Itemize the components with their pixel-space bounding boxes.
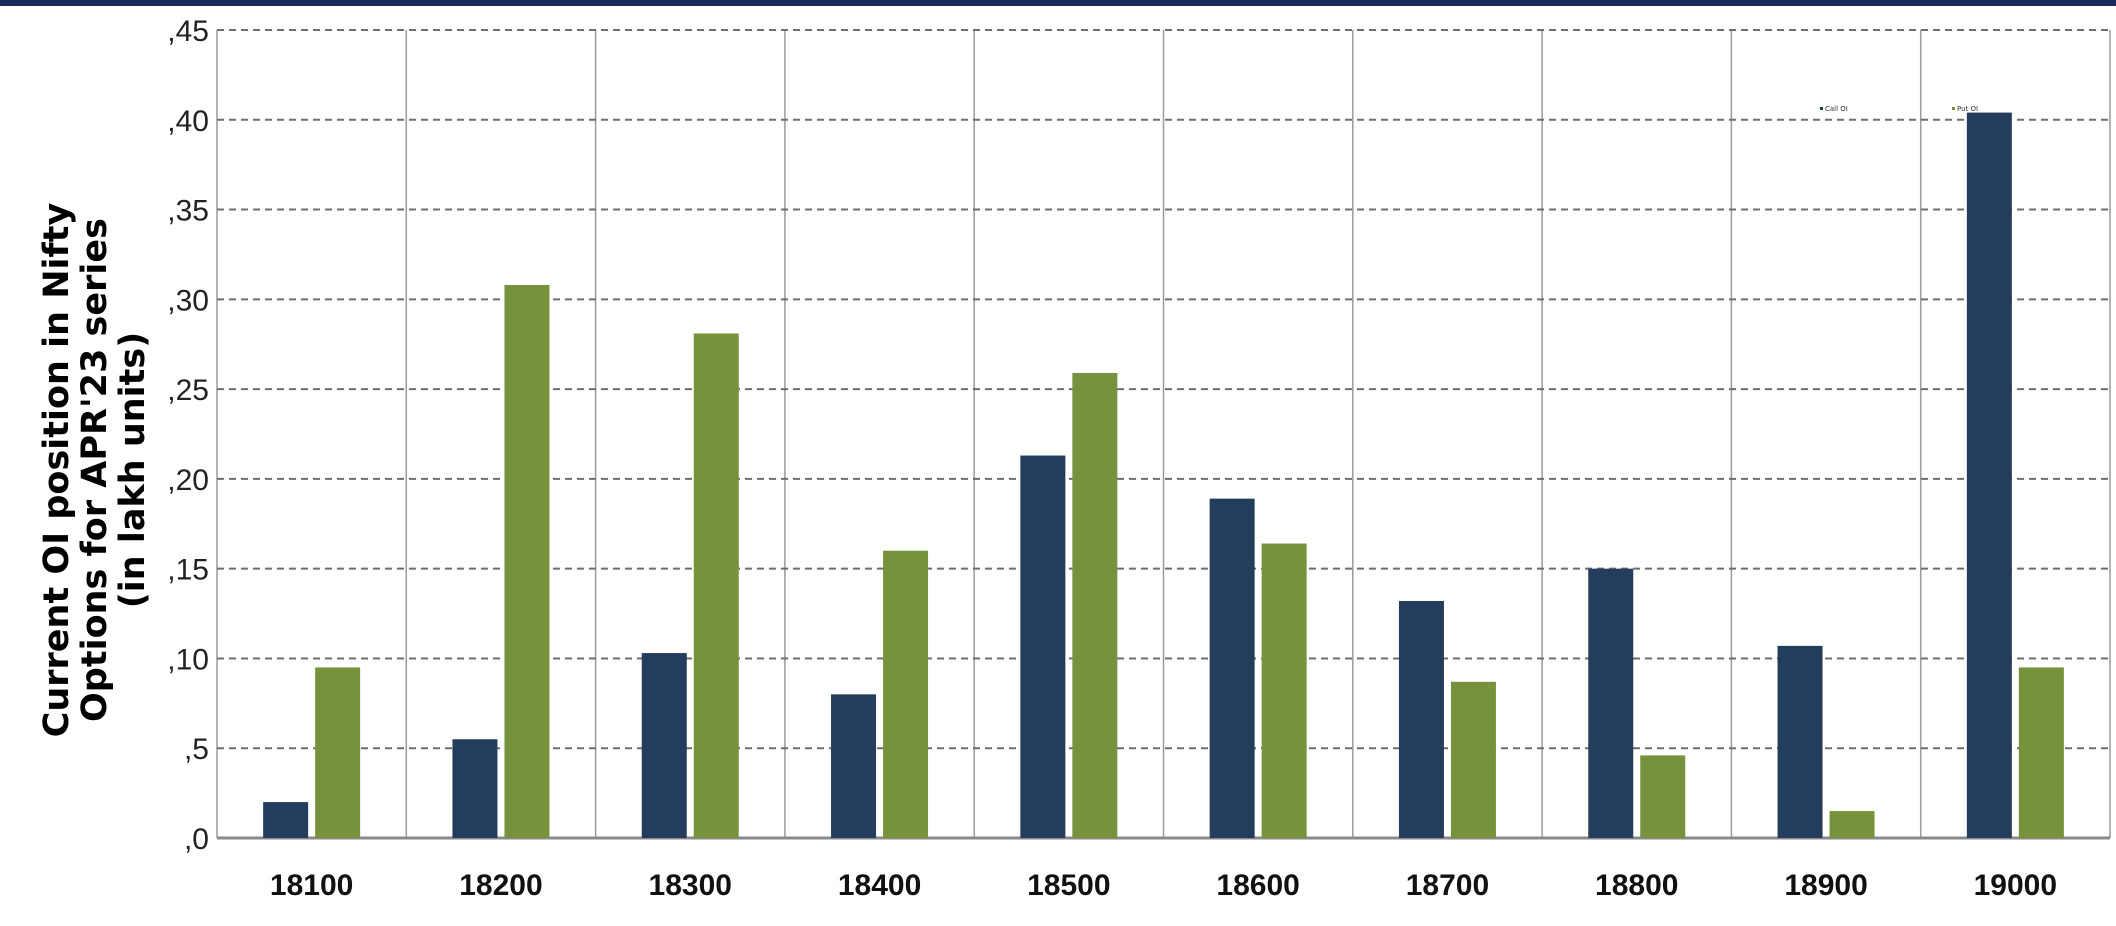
y-tick-label: ,20 <box>167 464 209 497</box>
y-tick-label: ,45 <box>167 15 209 48</box>
bar-call-oi-18900 <box>1777 645 1823 838</box>
legend-swatch <box>1820 107 1823 110</box>
bar-put-oi-18800 <box>1640 755 1686 838</box>
y-tick-label: ,10 <box>167 643 209 676</box>
bar-call-oi-18600 <box>1209 498 1255 838</box>
bar-put-oi-19000 <box>2018 667 2064 838</box>
bar-put-oi-18100 <box>315 667 361 838</box>
x-tick-label: 19000 <box>1974 869 2057 902</box>
bar-put-oi-18700 <box>1450 681 1496 838</box>
x-tick-label: 18700 <box>1406 869 1489 902</box>
x-tick-label: 18100 <box>270 869 353 902</box>
bar-call-oi-18800 <box>1588 568 1634 838</box>
bar-call-oi-19000 <box>1966 112 2012 838</box>
y-tick-label: ,15 <box>167 554 209 587</box>
x-tick-label: 18800 <box>1595 869 1678 902</box>
y-tick-label: ,5 <box>184 733 209 766</box>
bar-call-oi-18100 <box>263 802 309 838</box>
bar-call-oi-18400 <box>831 694 877 838</box>
x-tick-label: 18600 <box>1216 869 1299 902</box>
bar-put-oi-18300 <box>693 333 739 838</box>
y-tick-label: ,0 <box>184 823 209 856</box>
bar-put-oi-18900 <box>1829 811 1875 838</box>
x-tick-label: 18500 <box>1027 869 1110 902</box>
legend-label: Call OI <box>1825 105 1848 113</box>
y-tick-label: ,30 <box>167 284 209 317</box>
bar-call-oi-18500 <box>1020 455 1066 838</box>
bar-put-oi-18600 <box>1261 543 1307 838</box>
x-tick-label: 18200 <box>459 869 542 902</box>
x-tick-label: 18300 <box>649 869 732 902</box>
bar-put-oi-18500 <box>1072 372 1118 838</box>
x-tick-label: 18400 <box>838 869 921 902</box>
y-tick-label: ,25 <box>167 374 209 407</box>
bar-call-oi-18200 <box>452 739 498 838</box>
top-rule <box>0 0 2116 6</box>
y-tick-label: ,40 <box>167 105 209 138</box>
bar-put-oi-18400 <box>883 550 929 838</box>
bar-call-oi-18300 <box>641 653 687 838</box>
x-tick-label: 18900 <box>1784 869 1867 902</box>
y-tick-label: ,35 <box>167 195 209 228</box>
legend-label: Put OI <box>1957 105 1978 113</box>
bar-call-oi-18700 <box>1398 600 1444 838</box>
legend-swatch <box>1952 107 1955 110</box>
bar-put-oi-18200 <box>504 284 550 839</box>
